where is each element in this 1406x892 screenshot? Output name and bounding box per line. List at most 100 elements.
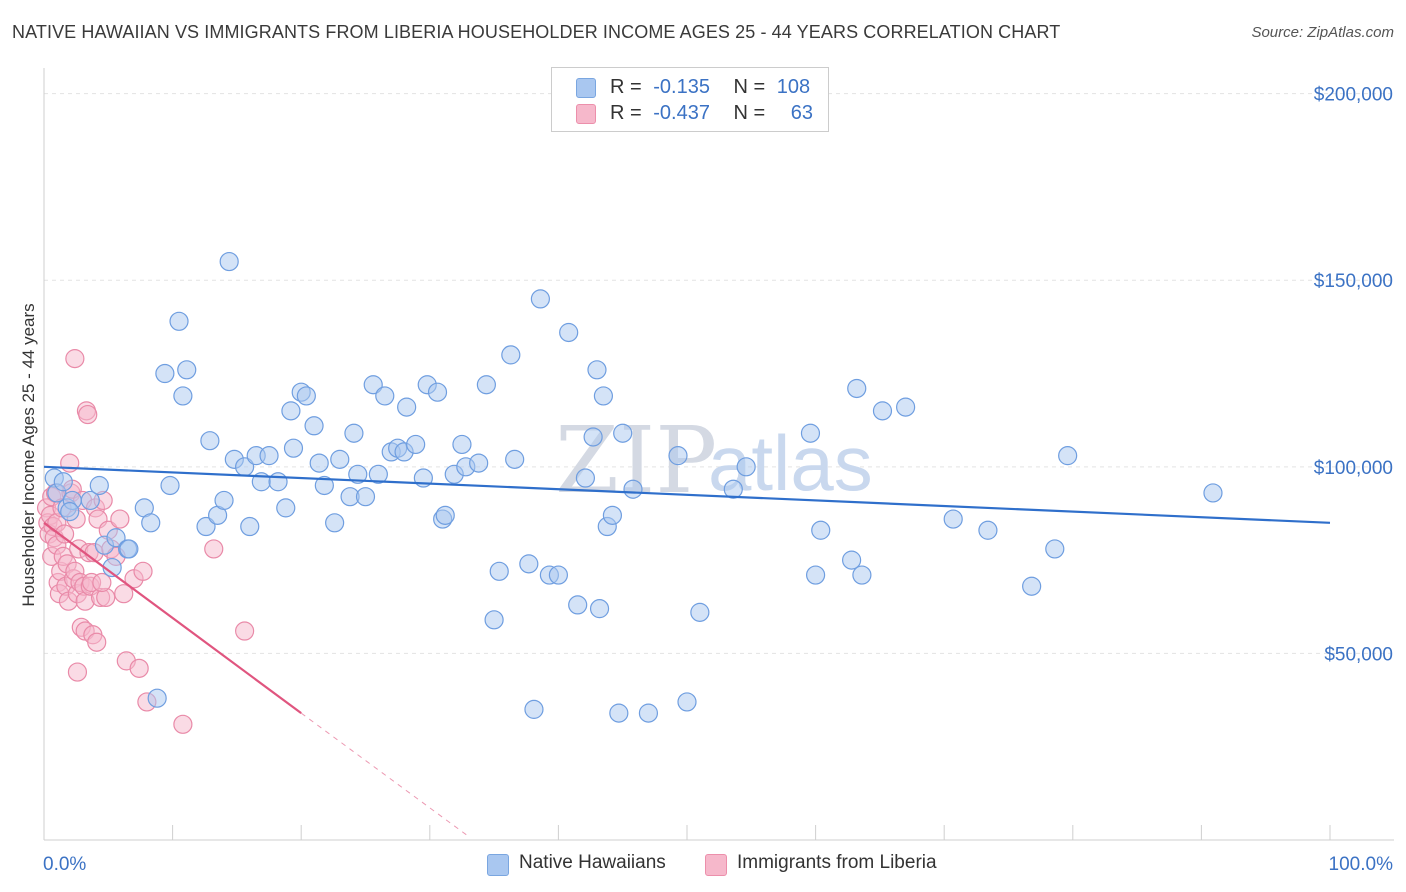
native-hawaiian-point	[344, 423, 364, 443]
legend-swatch-blue	[576, 78, 596, 98]
native-hawaiian-point	[842, 550, 862, 570]
y-tick-label: $50,000	[1324, 644, 1393, 665]
x-tick-label: 100.0%	[1329, 854, 1394, 875]
native-hawaiian-trend-line	[43, 465, 1331, 524]
native-hawaiian-point	[469, 453, 489, 473]
native-hawaiian-point	[575, 468, 596, 488]
legend-n-value: 63	[790, 102, 814, 124]
legend-swatch-pink	[576, 104, 596, 124]
liberia-trend-extension	[300, 712, 469, 837]
chart-title: NATIVE HAWAIIAN VS IMMIGRANTS FROM LIBER…	[12, 22, 1061, 42]
liberia-point	[114, 584, 134, 604]
native-hawaiian-point	[173, 386, 193, 406]
liberia-point	[60, 453, 80, 473]
native-hawaiian-point	[427, 382, 448, 402]
liberia-point	[235, 621, 255, 641]
native-hawaiian-point	[406, 434, 426, 455]
correlation-legend: R = -0.135 N = 108 R = -0.437 N = 63	[551, 67, 829, 132]
native-hawaiian-point	[978, 520, 998, 540]
native-hawaiian-point	[160, 475, 180, 496]
legend-r-label: R =	[610, 76, 642, 98]
native-hawaiian-point	[240, 516, 260, 537]
native-hawaiian-point	[484, 610, 504, 630]
native-hawaiian-point	[141, 513, 161, 533]
native-hawaiian-point	[200, 431, 220, 451]
native-hawaiian-point	[623, 479, 643, 499]
liberia-point	[110, 509, 130, 529]
native-hawaiian-point	[559, 322, 579, 343]
native-hawaiian-point	[259, 446, 279, 466]
legend-label: Native Hawaiians	[519, 852, 666, 873]
liberia-trend-line	[43, 521, 302, 715]
native-hawaiian-point	[505, 449, 525, 469]
native-hawaiian-point	[106, 528, 126, 548]
native-hawaiian-point	[524, 699, 544, 719]
native-hawaiian-point	[435, 505, 455, 525]
liberia-point	[54, 524, 75, 544]
native-hawaiian-point	[375, 386, 395, 406]
legend-r-value: -0.437	[653, 102, 710, 124]
legend-label: Immigrants from Liberia	[737, 852, 937, 873]
legend-r-label: R =	[610, 102, 642, 124]
y-tick-labels: $50,000 $100,000 $150,000 $200,000	[1314, 85, 1393, 666]
legend-n-label: N =	[733, 102, 766, 124]
native-hawaiian-point	[219, 251, 239, 272]
native-hawaiian-point	[476, 375, 496, 395]
native-hawaiian-point	[314, 475, 334, 496]
y-tick-label: $200,000	[1314, 85, 1393, 106]
legend-swatch-blue	[487, 854, 509, 876]
native-hawaiian-point	[609, 703, 629, 723]
legend-n-label: N =	[733, 76, 766, 98]
y-tick-label: $100,000	[1314, 458, 1393, 479]
native-hawaiian-point	[852, 565, 872, 585]
native-hawaiian-point	[80, 490, 100, 511]
native-hawaiian-point	[296, 386, 316, 406]
native-hawaiian-point	[268, 472, 288, 492]
native-hawaiian-point	[736, 457, 756, 477]
source-credit: Source: ZipAtlas.com	[1251, 24, 1394, 41]
native-hawaiian-point	[363, 375, 383, 395]
native-hawaiian-point	[519, 554, 539, 574]
native-hawaiian-point	[304, 416, 324, 436]
liberia-point	[129, 658, 149, 678]
native-hawaiian-point	[276, 498, 296, 518]
native-hawaiian-point	[452, 434, 472, 455]
gridlines	[44, 93, 1394, 654]
legend-swatch-pink	[705, 854, 727, 876]
native-hawaiian-point	[177, 360, 197, 380]
native-hawaiian-point	[155, 363, 175, 384]
y-axis-label: Householder Income Ages 25 - 44 years	[19, 303, 38, 606]
native-hawaiian-point	[589, 599, 610, 619]
native-hawaiian-point	[283, 438, 304, 458]
native-hawaiian-point	[196, 516, 216, 537]
liberia-point	[87, 632, 107, 652]
native-hawaiian-point	[587, 360, 607, 380]
native-hawaiian-point	[368, 464, 388, 484]
trend-lines	[43, 465, 1331, 837]
liberia-point	[92, 572, 112, 593]
legend-r-value: -0.135	[653, 76, 710, 98]
liberia-point	[173, 714, 193, 734]
native-hawaiian-point	[330, 449, 350, 469]
liberia-point	[133, 561, 153, 581]
native-hawaiian-point	[896, 397, 916, 417]
native-hawaiian-point	[593, 386, 614, 406]
native-hawaiian-point	[355, 487, 376, 507]
native-hawaiian-point	[60, 502, 80, 522]
native-hawaiian-point	[583, 427, 603, 447]
native-hawaiian-point	[800, 423, 821, 443]
native-hawaiian-point	[325, 513, 345, 533]
native-hawaiian-point	[568, 595, 588, 615]
liberia-point	[204, 539, 224, 559]
native-hawaiian-point	[723, 479, 743, 499]
native-hawaiian-point	[397, 397, 417, 417]
native-hawaiian-point	[214, 490, 234, 511]
native-hawaiian-point	[530, 289, 550, 309]
native-hawaiian-point	[281, 401, 301, 421]
native-hawaiian-point	[1022, 576, 1042, 596]
liberia-point	[65, 349, 85, 369]
native-hawaiian-point	[89, 475, 109, 496]
native-hawaiian-point	[147, 688, 167, 708]
native-hawaiian-point	[169, 311, 189, 331]
native-hawaiian-point	[602, 505, 623, 525]
